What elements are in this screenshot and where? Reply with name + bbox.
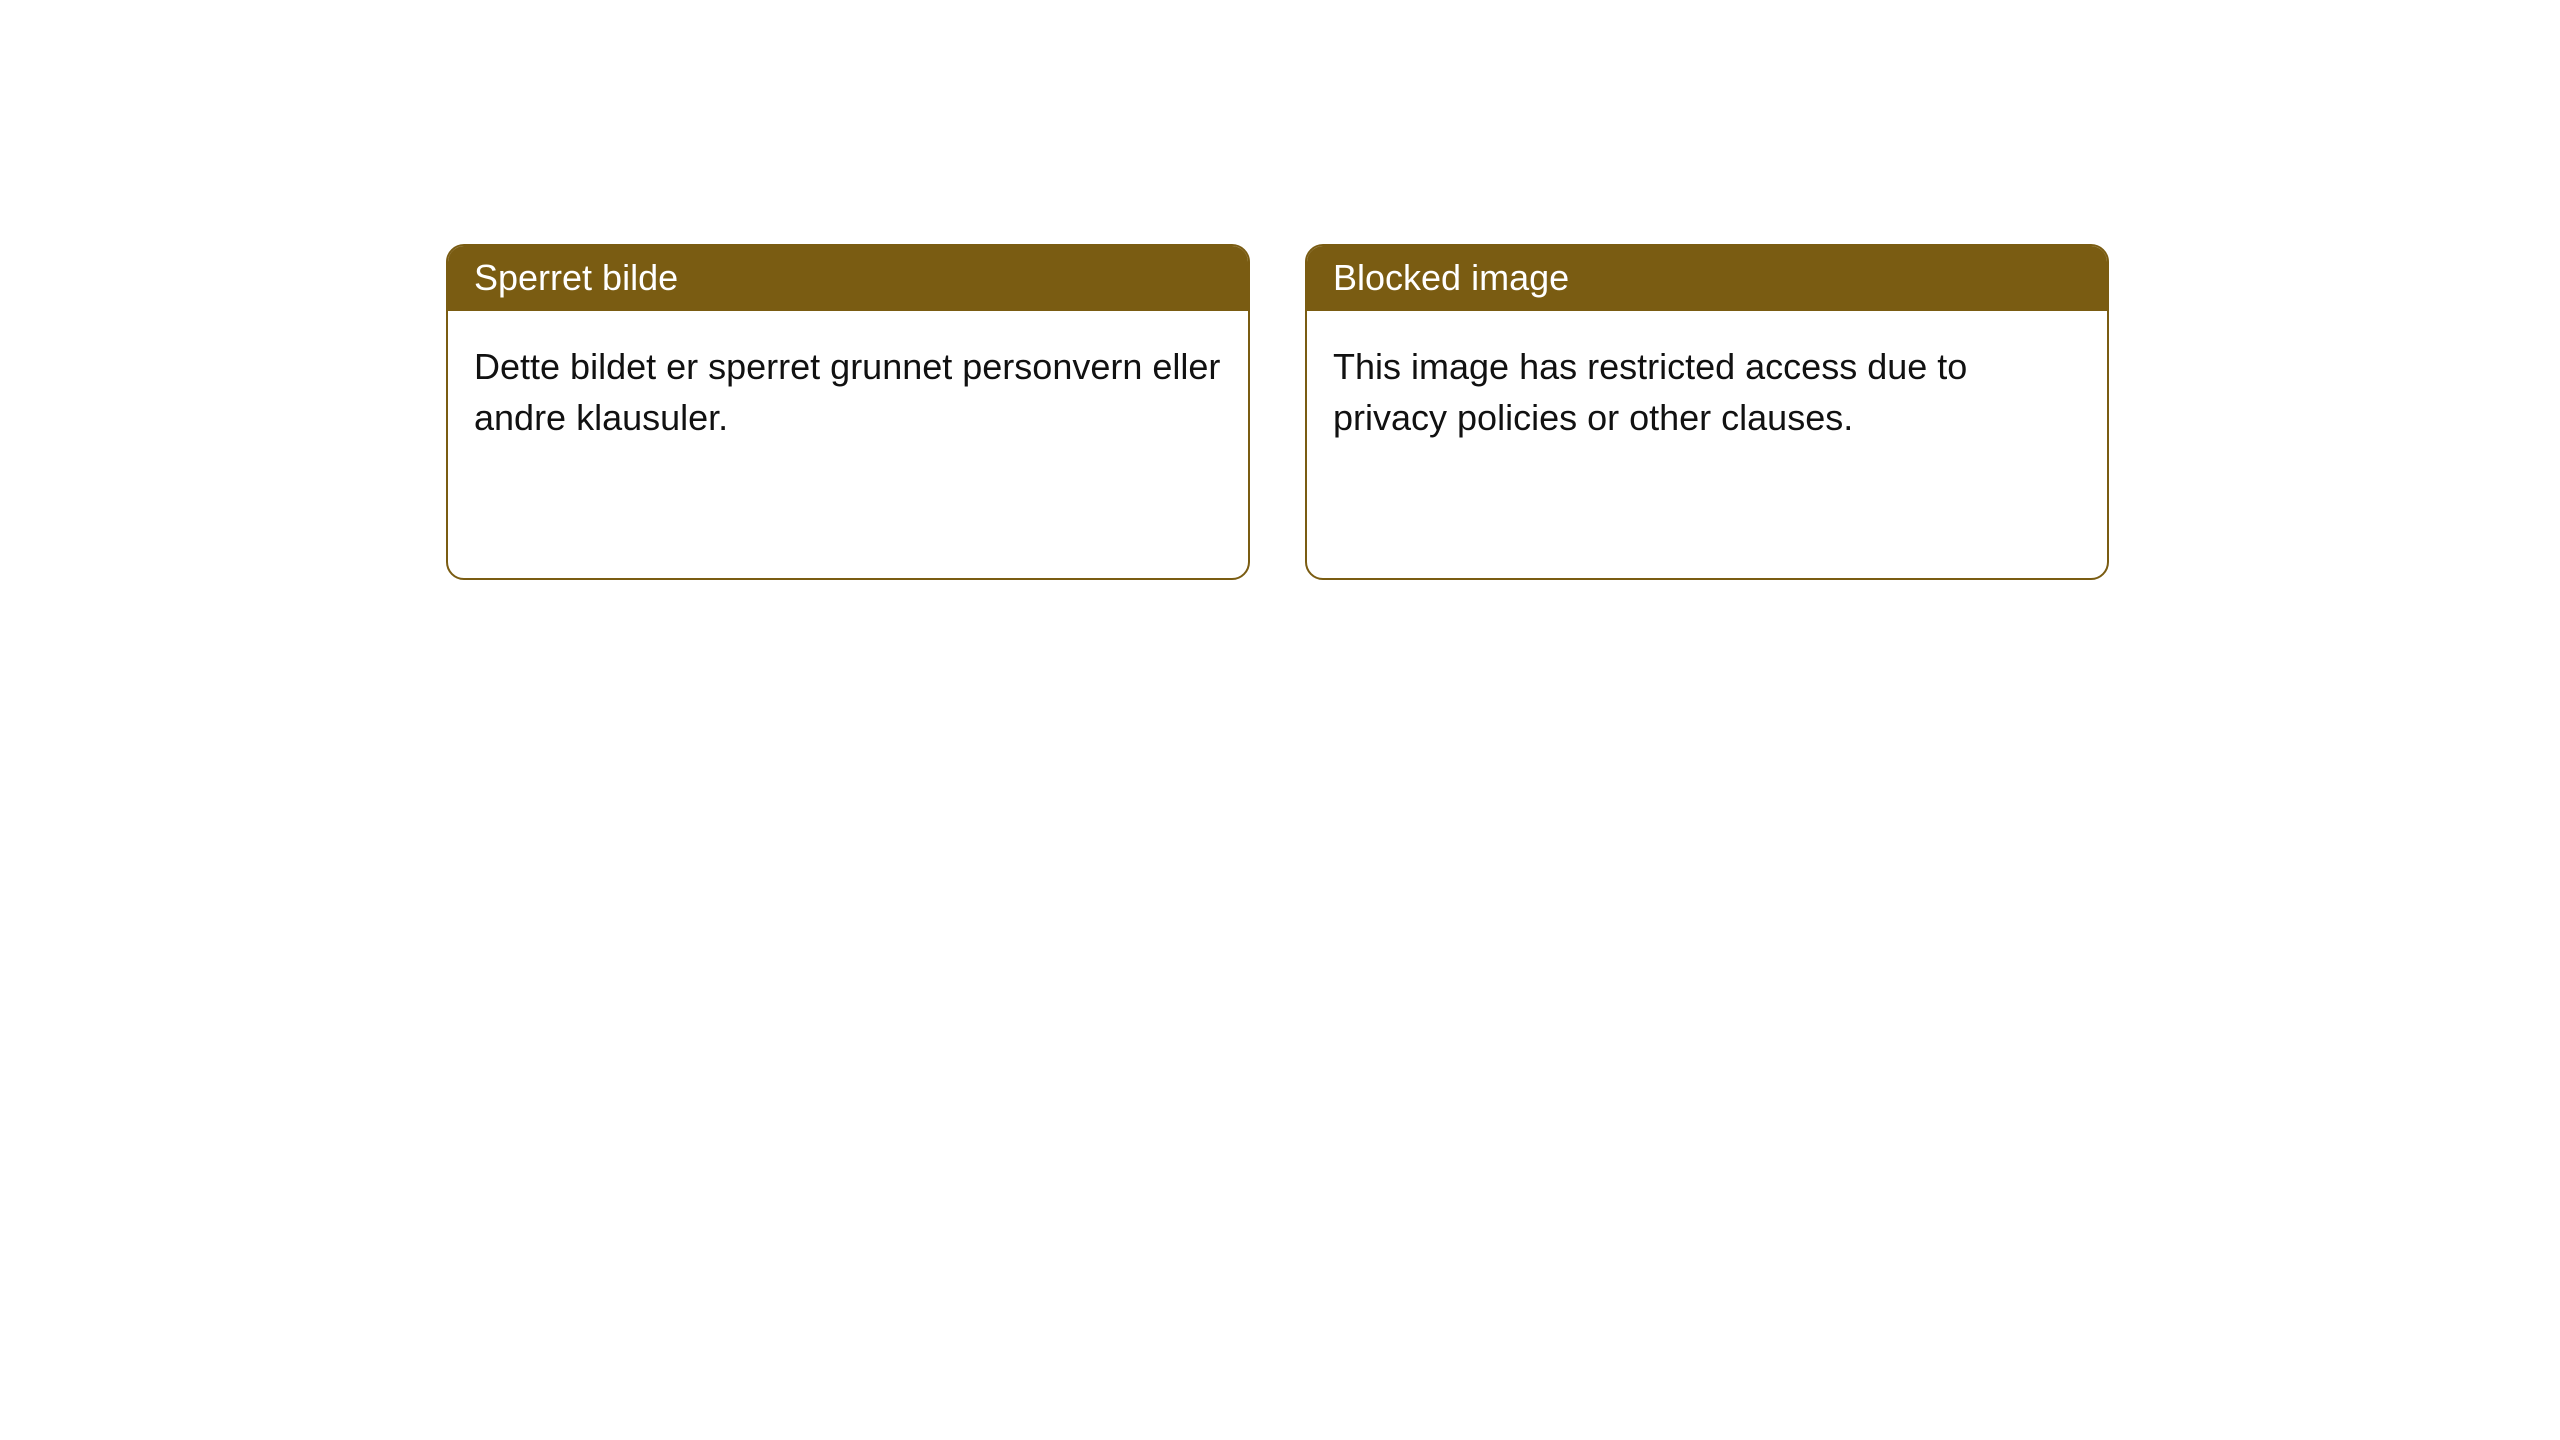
notice-card-english: Blocked image This image has restricted … bbox=[1305, 244, 2109, 580]
notice-card-body: This image has restricted access due to … bbox=[1307, 311, 2107, 473]
notice-card-norwegian: Sperret bilde Dette bildet er sperret gr… bbox=[446, 244, 1250, 580]
notice-card-row: Sperret bilde Dette bildet er sperret gr… bbox=[0, 0, 2560, 580]
notice-card-title: Sperret bilde bbox=[448, 246, 1248, 311]
notice-card-title: Blocked image bbox=[1307, 246, 2107, 311]
notice-card-body: Dette bildet er sperret grunnet personve… bbox=[448, 311, 1248, 473]
